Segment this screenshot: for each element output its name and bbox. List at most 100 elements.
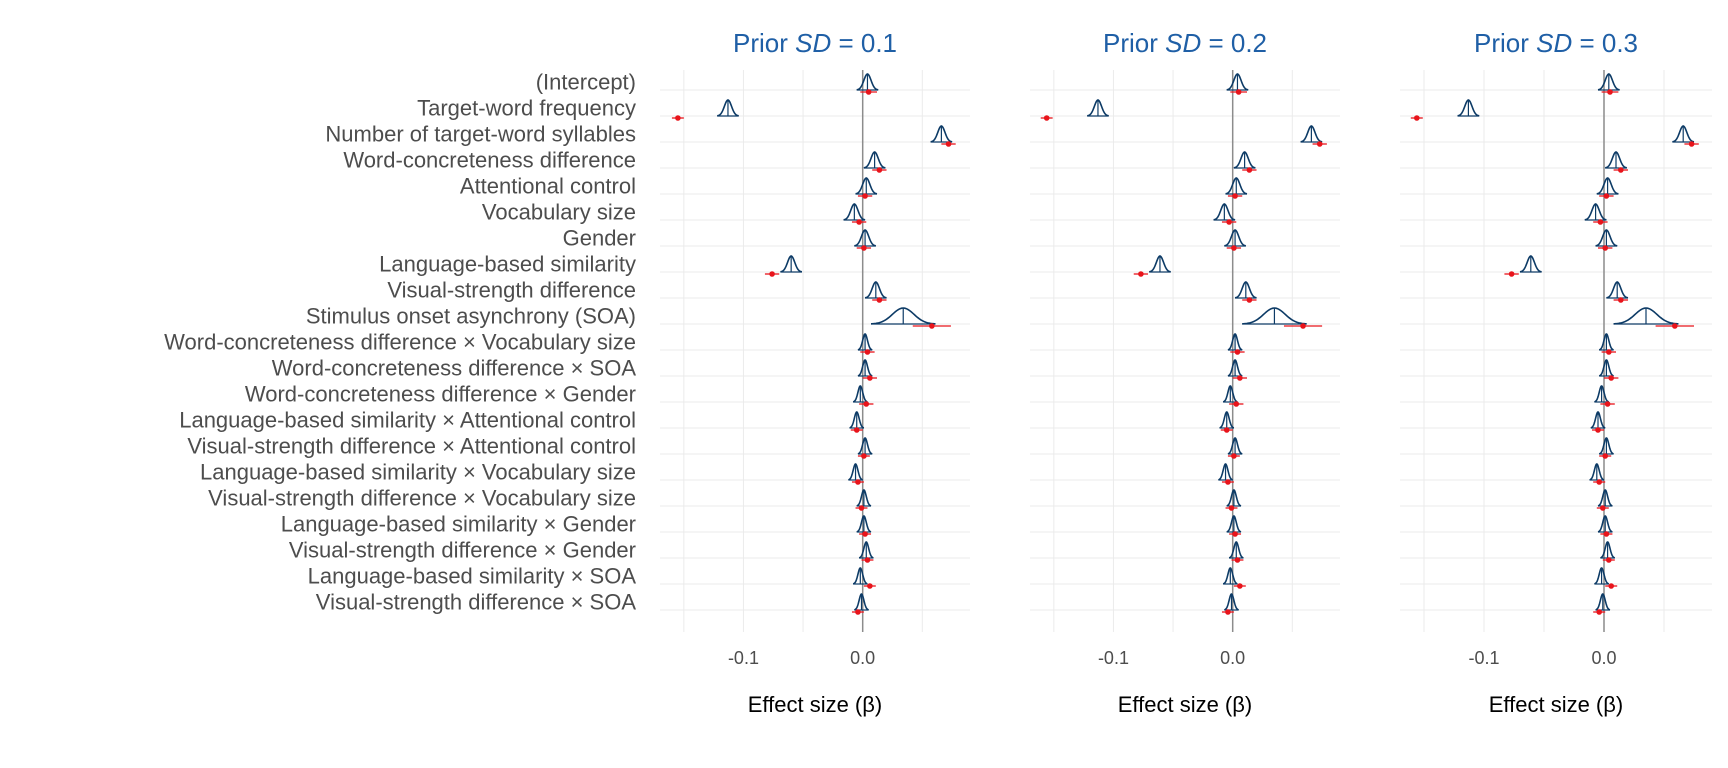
point-estimate: [863, 401, 870, 407]
point-estimate: [1232, 193, 1238, 199]
point-estimate: [1246, 297, 1253, 303]
point-estimate: [1508, 271, 1515, 277]
point-estimate: [1300, 323, 1306, 329]
point-estimate: [1043, 115, 1050, 121]
point-estimate: [1618, 297, 1624, 303]
point-estimate: [1232, 531, 1238, 537]
term-label: Number of target-word syllables: [325, 122, 636, 147]
point-estimate: [1606, 349, 1612, 355]
point-estimate: [1226, 219, 1232, 225]
point-estimate: [1672, 323, 1678, 329]
point-estimate: [864, 557, 871, 563]
point-estimate: [1596, 609, 1602, 615]
point-estimate: [861, 245, 867, 251]
term-label: Visual-strength difference × Attentional…: [187, 434, 636, 459]
point-estimate: [1602, 453, 1608, 459]
point-estimate: [853, 427, 860, 433]
point-estimate: [864, 349, 871, 355]
point-estimate: [675, 115, 681, 121]
point-estimate: [867, 375, 873, 381]
term-label: (Intercept): [536, 70, 636, 95]
term-label: Visual-strength difference × Vocabulary …: [208, 486, 636, 511]
point-estimate: [876, 297, 883, 303]
point-estimate: [1223, 427, 1230, 433]
x-axis-title: Effect size (β): [1489, 692, 1624, 717]
term-label: Visual-strength difference × SOA: [316, 590, 637, 615]
term-label: Attentional control: [460, 174, 636, 199]
point-estimate: [1608, 583, 1614, 589]
point-estimate: [1246, 167, 1253, 173]
x-tick-label: 0.0: [850, 648, 875, 668]
term-label: Word-concreteness difference × SOA: [272, 356, 637, 381]
point-estimate: [1602, 245, 1608, 251]
point-estimate: [1231, 245, 1237, 251]
x-tick-label: -0.1: [1098, 648, 1129, 668]
term-label: Language-based similarity × SOA: [308, 564, 637, 589]
term-label: Stimulus onset asynchrony (SOA): [306, 304, 636, 329]
x-tick-label: 0.0: [1220, 648, 1245, 668]
point-estimate: [1225, 479, 1231, 485]
point-estimate: [1225, 609, 1231, 615]
x-tick-label: -0.1: [728, 648, 759, 668]
term-label: Vocabulary size: [482, 200, 636, 225]
point-estimate: [862, 531, 868, 537]
point-estimate: [769, 271, 775, 277]
point-estimate: [1233, 401, 1240, 407]
term-label: Target-word frequency: [417, 96, 636, 121]
point-estimate: [1235, 89, 1242, 95]
point-estimate: [929, 323, 935, 329]
point-estimate: [1600, 505, 1606, 511]
point-estimate: [1596, 479, 1602, 485]
point-estimate: [1603, 193, 1610, 199]
point-estimate: [1316, 141, 1323, 147]
point-estimate: [1618, 167, 1624, 173]
term-label: Visual-strength difference × Gender: [289, 538, 636, 563]
facet-panel: Prior SD = 0.2 -0.1 0.0 Effect size (β): [1030, 28, 1340, 717]
term-label: Word-concreteness difference × Vocabular…: [164, 330, 636, 355]
x-axis-title: Effect size (β): [1118, 692, 1253, 717]
term-label: Language-based similarity: [379, 252, 636, 277]
term-label: Word-concreteness difference × Gender: [245, 382, 636, 407]
point-estimate: [1228, 505, 1235, 511]
point-estimate: [876, 167, 883, 173]
point-estimate: [856, 219, 862, 225]
point-estimate: [1414, 115, 1420, 121]
point-estimate: [1237, 583, 1243, 589]
term-label: Visual-strength difference: [387, 278, 636, 303]
x-axis-title: Effect size (β): [748, 692, 883, 717]
point-estimate: [1606, 557, 1612, 563]
facet-panel: Prior SD = 0.3 -0.1 0.0 Effect size (β): [1400, 28, 1712, 717]
point-estimate: [861, 453, 867, 459]
point-estimate: [1608, 375, 1614, 381]
point-estimate: [1603, 531, 1610, 537]
point-estimate: [1607, 89, 1613, 95]
point-estimate: [1231, 453, 1237, 459]
panel-title: Prior SD = 0.3: [1474, 28, 1638, 58]
x-tick-label: 0.0: [1591, 648, 1616, 668]
term-label: Language-based similarity × Vocabulary s…: [200, 460, 636, 485]
term-label: Word-concreteness difference: [343, 148, 636, 173]
point-estimate: [1688, 141, 1695, 147]
point-estimate: [1237, 375, 1243, 381]
point-estimate: [862, 193, 868, 199]
point-estimate: [865, 89, 872, 95]
panel-title: Prior SD = 0.2: [1103, 28, 1267, 58]
point-estimate: [855, 479, 861, 485]
point-estimate: [1234, 349, 1241, 355]
x-tick-label: -0.1: [1468, 648, 1499, 668]
term-label: Gender: [563, 226, 636, 251]
point-estimate: [855, 609, 861, 615]
point-estimate: [858, 505, 865, 511]
point-estimate: [945, 141, 952, 147]
term-label: Language-based similarity × Attentional …: [179, 408, 636, 433]
facet-panel: Prior SD = 0.1 -0.1 0.0 Effect size (β): [660, 28, 970, 717]
point-estimate: [867, 583, 873, 589]
point-estimate: [1234, 557, 1241, 563]
term-label: Language-based similarity × Gender: [281, 512, 636, 537]
point-estimate: [1597, 219, 1604, 225]
point-estimate: [1595, 427, 1601, 433]
panel-title: Prior SD = 0.1: [733, 28, 897, 58]
